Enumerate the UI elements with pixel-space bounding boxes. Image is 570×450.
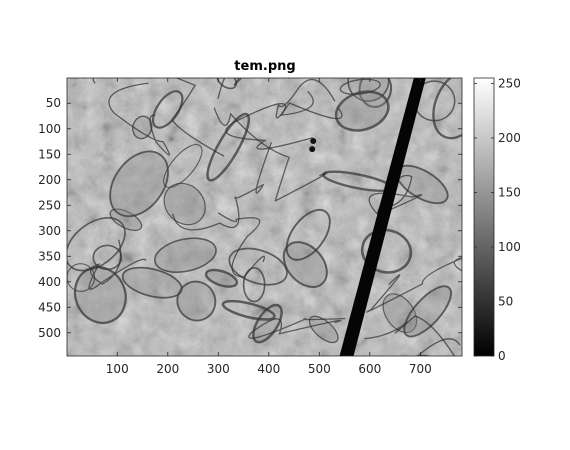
membrane-outline (204, 268, 239, 288)
y-tick-label: 50 (46, 96, 61, 110)
y-tick-label: 200 (38, 173, 61, 187)
membrane-outline (163, 144, 203, 188)
y-axis: 50 100 150 200 250 300 350 400 450 500 (38, 96, 462, 340)
membrane-outline (228, 247, 288, 286)
dark-spot (309, 146, 316, 153)
membrane-outline (109, 208, 143, 232)
axes-box (66, 77, 463, 357)
y-tick-label: 500 (38, 326, 61, 340)
image-area (67, 78, 462, 356)
membrane-outline (308, 315, 339, 344)
colorbar-tick-label: 200 (498, 131, 521, 145)
membrane-outline (432, 78, 462, 140)
colorbar-tick-label: 0 (498, 349, 506, 363)
membrane-line (364, 315, 456, 356)
membrane-outline (285, 208, 331, 261)
y-tick-label: 150 (38, 147, 61, 161)
colorbar-tick-label: 50 (498, 294, 513, 308)
membrane-structures (67, 78, 462, 356)
membrane-line (225, 90, 314, 150)
membrane-outline (282, 241, 328, 288)
chart-title: tem.png (234, 59, 295, 74)
y-tick-label: 450 (38, 300, 61, 314)
membrane-outline (154, 237, 217, 274)
colorbar (473, 77, 495, 357)
membrane-outline (403, 285, 452, 338)
x-tick-label: 700 (409, 362, 432, 376)
y-tick-label: 100 (38, 122, 61, 136)
membrane-line (416, 338, 461, 356)
membrane-outline (67, 263, 96, 292)
x-tick-label: 500 (308, 362, 331, 376)
membrane-line (275, 78, 343, 120)
membrane-outline (347, 78, 390, 102)
membrane-outline (151, 90, 184, 129)
x-tick-label: 400 (257, 362, 280, 376)
membrane-outline (121, 266, 183, 299)
membrane-line (92, 78, 225, 157)
x-tick-label: 600 (358, 362, 381, 376)
x-tick-label: 300 (207, 362, 230, 376)
membrane-outline (221, 299, 276, 321)
colorbar-ticks: 0 50 100 150 200 250 (474, 76, 521, 363)
membrane-line (213, 107, 328, 202)
membrane-line (172, 142, 273, 231)
membrane-line (217, 212, 265, 278)
membrane-outline (339, 78, 381, 95)
x-tick-label: 100 (106, 362, 129, 376)
colorbar-tick-label: 150 (498, 185, 521, 199)
y-tick-label: 300 (38, 224, 61, 238)
membrane-line (366, 256, 462, 313)
colorbar-tick-label: 250 (498, 76, 521, 90)
membrane-line (368, 174, 423, 216)
dark-band (339, 78, 426, 356)
membrane-outline (206, 112, 251, 182)
membrane-line (108, 82, 170, 156)
y-tick-label: 400 (38, 275, 61, 289)
membrane-outline (176, 280, 217, 322)
membrane-line (248, 317, 346, 339)
membrane-outline (358, 78, 393, 108)
membrane-outline (382, 293, 418, 334)
y-tick-label: 250 (38, 198, 61, 212)
x-axis: 100 200 300 400 500 600 700 (106, 78, 432, 376)
x-tick-label: 200 (156, 362, 179, 376)
membrane-outline (109, 150, 169, 218)
membrane-outline (67, 217, 126, 272)
y-tick-label: 350 (38, 249, 61, 263)
membrane-outline (360, 228, 413, 274)
membrane-line (88, 239, 147, 290)
dark-spot (310, 137, 317, 144)
colorbar-tick-label: 100 (498, 240, 521, 254)
membrane-outline (92, 244, 123, 271)
membrane-outline (73, 266, 127, 325)
